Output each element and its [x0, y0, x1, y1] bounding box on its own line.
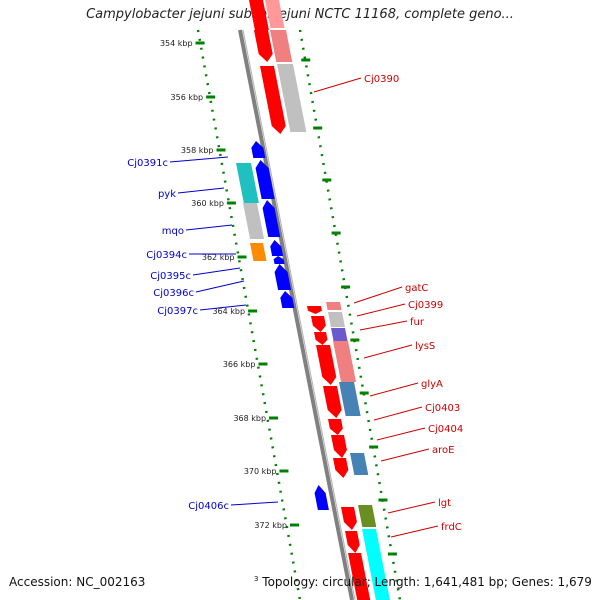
- cds-block: [270, 30, 293, 62]
- label-leader: [390, 525, 439, 538]
- label-leader: [369, 382, 419, 397]
- backbone-shadow: [242, 29, 356, 600]
- forward-gene-arrow: [260, 66, 286, 134]
- tick-label: 370 kbp: [244, 467, 277, 476]
- label-leader: [230, 501, 279, 506]
- reverse-gene-arrow: [255, 160, 275, 199]
- topology-info: 3 Topology: circular; Length: 1,641,481 …: [254, 575, 592, 589]
- label-leader: [376, 427, 426, 441]
- cog-block: [331, 328, 348, 341]
- reverse-gene-arrow: [251, 141, 266, 158]
- cog-block: [326, 302, 342, 310]
- reverse-gene-arrow: [273, 256, 285, 264]
- gene-label-forward: Cj0403: [425, 403, 460, 414]
- gene-label-forward: fur: [410, 317, 425, 328]
- tick-marks: 354 kbp 356 kbp 358 kbp 360 kbp 362 kbp 364 k…: [160, 39, 397, 556]
- cog-block: [362, 529, 390, 600]
- forward-gene-arrow: [314, 332, 328, 345]
- footnote-mark: 3: [254, 575, 259, 583]
- label-leader: [353, 286, 403, 304]
- label-leader: [380, 448, 430, 462]
- forward-gene-arrow: [333, 458, 349, 478]
- feature-tracks: [236, 0, 390, 600]
- gene-label-forward: Cj0390: [364, 74, 399, 85]
- label-leader: [177, 187, 225, 194]
- gene-label-reverse: mqo: [162, 226, 184, 237]
- forward-gene-arrow: [316, 345, 337, 385]
- label-leader: [313, 77, 362, 93]
- backbone-line: [238, 29, 354, 600]
- label-leader: [387, 501, 436, 514]
- forward-gene-arrow: [307, 306, 322, 314]
- accession-text: Accession: NC_002163: [9, 575, 146, 589]
- gene-label-reverse: Cj0397c: [157, 306, 198, 317]
- reverse-gene-arrow: [274, 264, 292, 290]
- forward-gene-block: [249, 0, 269, 30]
- cog-block: [328, 312, 345, 327]
- tick-label: 372 kbp: [254, 521, 287, 530]
- label-leader: [185, 224, 233, 231]
- cds-block: [265, 0, 285, 28]
- label-leader: [363, 344, 413, 359]
- cog-block: [350, 453, 369, 475]
- gene-label-reverse: Cj0406c: [188, 501, 229, 512]
- label-leader: [199, 304, 247, 311]
- tick-label: 366 kbp: [223, 360, 256, 369]
- forward-gene-arrow: [254, 30, 273, 62]
- cog-block: [250, 243, 267, 261]
- forward-gene-arrow: [328, 419, 343, 435]
- gene-label-forward: Cj0404: [428, 424, 463, 435]
- reverse-gene-arrow: [270, 240, 284, 256]
- gene-label-reverse: pyk: [158, 189, 176, 200]
- cog-block: [243, 203, 265, 239]
- right-tick-guide: [298, 29, 402, 600]
- tick-label: 368 kbp: [233, 414, 266, 423]
- label-leader: [356, 303, 406, 317]
- reverse-gene-arrow: [262, 200, 281, 237]
- gene-label-forward: frdC: [441, 522, 462, 533]
- label-leader: [195, 280, 245, 293]
- cog-block: [333, 341, 357, 382]
- gene-label-forward: glyA: [421, 379, 443, 390]
- tick-label: 360 kbp: [191, 199, 224, 208]
- cog-block: [339, 382, 361, 416]
- gene-label-reverse: Cj0396c: [153, 288, 194, 299]
- cog-block: [358, 505, 377, 527]
- label-leader: [373, 406, 423, 421]
- gene-label-reverse: Cj0394c: [146, 250, 187, 261]
- reverse-gene-arrow: [280, 291, 295, 308]
- forward-gene-arrow: [311, 316, 326, 332]
- label-leader: [359, 320, 408, 331]
- topology-text: Topology: circular; Length: 1,641,481 bp…: [262, 575, 592, 589]
- gene-label-forward: lgt: [438, 498, 451, 509]
- left-tick-guide: [196, 29, 302, 600]
- tick-label: 364 kbp: [212, 307, 245, 316]
- gene-label-reverse: Cj0391c: [127, 158, 168, 169]
- cds-block: [277, 64, 307, 132]
- gene-labels: Cj0391c pyk mqo Cj0394c Cj0395c Cj0396c Cj0397…: [127, 74, 463, 538]
- tick-label: 356 kbp: [171, 93, 204, 102]
- forward-gene-arrow: [341, 507, 357, 530]
- map-title: Campylobacter jejuni subsp. jejuni NCTC …: [86, 7, 514, 22]
- reverse-gene-arrow: [314, 485, 329, 510]
- label-leader: [169, 156, 229, 163]
- tick-label: 358 kbp: [181, 146, 214, 155]
- forward-gene-arrow: [331, 435, 347, 458]
- gene-label-forward: aroE: [432, 445, 454, 456]
- gene-label-forward: lysS: [415, 341, 435, 352]
- label-leader: [192, 267, 241, 276]
- forward-gene-arrow: [323, 386, 342, 418]
- forward-gene-arrow: [345, 531, 360, 553]
- tick-label: 362 kbp: [202, 253, 235, 262]
- gene-label-forward: Cj0399: [408, 300, 443, 311]
- gene-label-reverse: Cj0395c: [150, 271, 191, 282]
- tick-label: 354 kbp: [160, 39, 193, 48]
- gene-label-forward: gatC: [405, 283, 428, 294]
- forward-gene-block: [348, 553, 371, 600]
- cog-block: [236, 163, 259, 203]
